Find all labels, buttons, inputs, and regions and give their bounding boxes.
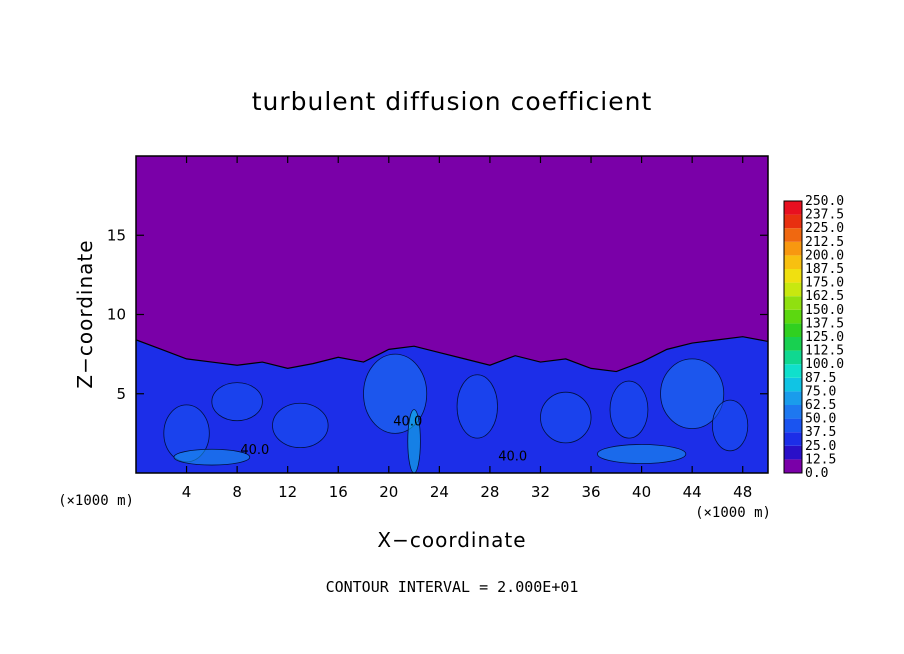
x-tick-label: 8 — [232, 483, 242, 501]
colorbar-label: 0.0 — [805, 466, 828, 481]
colorbar-swatch — [784, 377, 802, 392]
plume — [272, 402, 329, 449]
y-axis-label: Z−coordinate — [73, 239, 97, 388]
colorbar-label: 75.0 — [805, 384, 836, 399]
contour-interval-note: CONTOUR INTERVAL = 2.000E+01 — [326, 578, 579, 596]
colorbar-label: 175.0 — [805, 276, 844, 291]
plume — [609, 380, 649, 439]
colorbar-swatch — [784, 337, 802, 351]
plume — [211, 382, 263, 422]
plot-area: 40.040.040.0 4 8 12 16 20 24 28 32 36 40 44 48 5101… — [107, 155, 769, 501]
x-tick-label: 36 — [581, 483, 600, 501]
x-tick-label: 16 — [329, 483, 348, 501]
colorbar-label: 50.0 — [805, 412, 836, 427]
x-tick-label: 48 — [733, 483, 752, 501]
colorbar-frame — [783, 200, 803, 474]
colorbar-swatch — [784, 432, 802, 446]
x-tick-label: 28 — [480, 483, 499, 501]
colorbar-label: 25.0 — [805, 439, 836, 454]
colorbar-swatch — [784, 282, 802, 297]
colorbar-label: 225.0 — [805, 221, 844, 236]
colorbar-swatch — [784, 418, 802, 433]
x-tick-label: 12 — [278, 483, 297, 501]
colorbar-swatch — [784, 364, 802, 378]
colorbar: 0.012.525.037.550.062.575.087.5100.0112.… — [783, 194, 844, 481]
x-axis-label: X−coordinate — [377, 528, 526, 552]
plume — [660, 358, 725, 430]
boundary-layer-contour — [136, 336, 768, 373]
plume — [711, 399, 749, 452]
x-tick-label: 24 — [430, 483, 449, 501]
x-unit-left: (×1000 m) — [58, 493, 134, 509]
colorbar-label: 12.5 — [805, 452, 836, 467]
colorbar-label: 137.5 — [805, 316, 844, 331]
colorbar-swatch — [784, 323, 802, 337]
x-tick-label: 20 — [379, 483, 398, 501]
colorbar-swatch — [784, 214, 802, 229]
colorbar-swatch — [784, 228, 802, 242]
colorbar-swatch — [784, 350, 802, 365]
x-tick-label: 32 — [531, 483, 550, 501]
x-tick-label: 44 — [683, 483, 702, 501]
plume — [456, 374, 498, 439]
y-tick-label: 5 — [116, 385, 126, 403]
colorbar-swatch — [784, 201, 802, 215]
colorbar-label: 37.5 — [805, 425, 836, 440]
plume — [596, 444, 687, 464]
colorbar-swatch — [784, 459, 802, 473]
colorbar-label: 237.5 — [805, 208, 844, 223]
colorbar-label: 87.5 — [805, 371, 836, 386]
y-tick-label: 10 — [107, 306, 126, 324]
colorbar-label: 62.5 — [805, 398, 836, 413]
colorbar-swatch — [784, 445, 802, 460]
colorbar-swatch — [784, 296, 802, 310]
colorbar-label: 250.0 — [805, 194, 844, 209]
colorbar-label: 212.5 — [805, 235, 844, 250]
colorbar-swatch — [784, 309, 802, 324]
contour-label: 40.0 — [393, 414, 422, 429]
x-tick-label: 40 — [632, 483, 651, 501]
colorbar-swatch — [784, 269, 802, 283]
colorbar-label: 100.0 — [805, 357, 844, 372]
colorbar-label: 200.0 — [805, 248, 844, 263]
colorbar-swatch — [784, 255, 802, 269]
contour-label: 40.0 — [240, 443, 269, 458]
plume — [173, 448, 251, 466]
x-unit-right: (×1000 m) — [695, 505, 771, 521]
colorbar-swatch — [784, 241, 802, 256]
colorbar-label: 112.5 — [805, 344, 844, 359]
x-tick-label: 4 — [182, 483, 192, 501]
colorbar-swatch — [784, 391, 802, 405]
colorbar-label: 150.0 — [805, 303, 844, 318]
colorbar-label: 125.0 — [805, 330, 844, 345]
colorbar-swatch — [784, 405, 802, 419]
turbulent-plumes — [163, 353, 749, 473]
chart-title: turbulent diffusion coefficient — [252, 87, 653, 116]
colorbar-label: 162.5 — [805, 289, 844, 304]
contour-label: 40.0 — [498, 449, 527, 464]
colorbar-label: 187.5 — [805, 262, 844, 277]
plume — [540, 391, 592, 444]
y-tick-label: 15 — [107, 226, 126, 244]
